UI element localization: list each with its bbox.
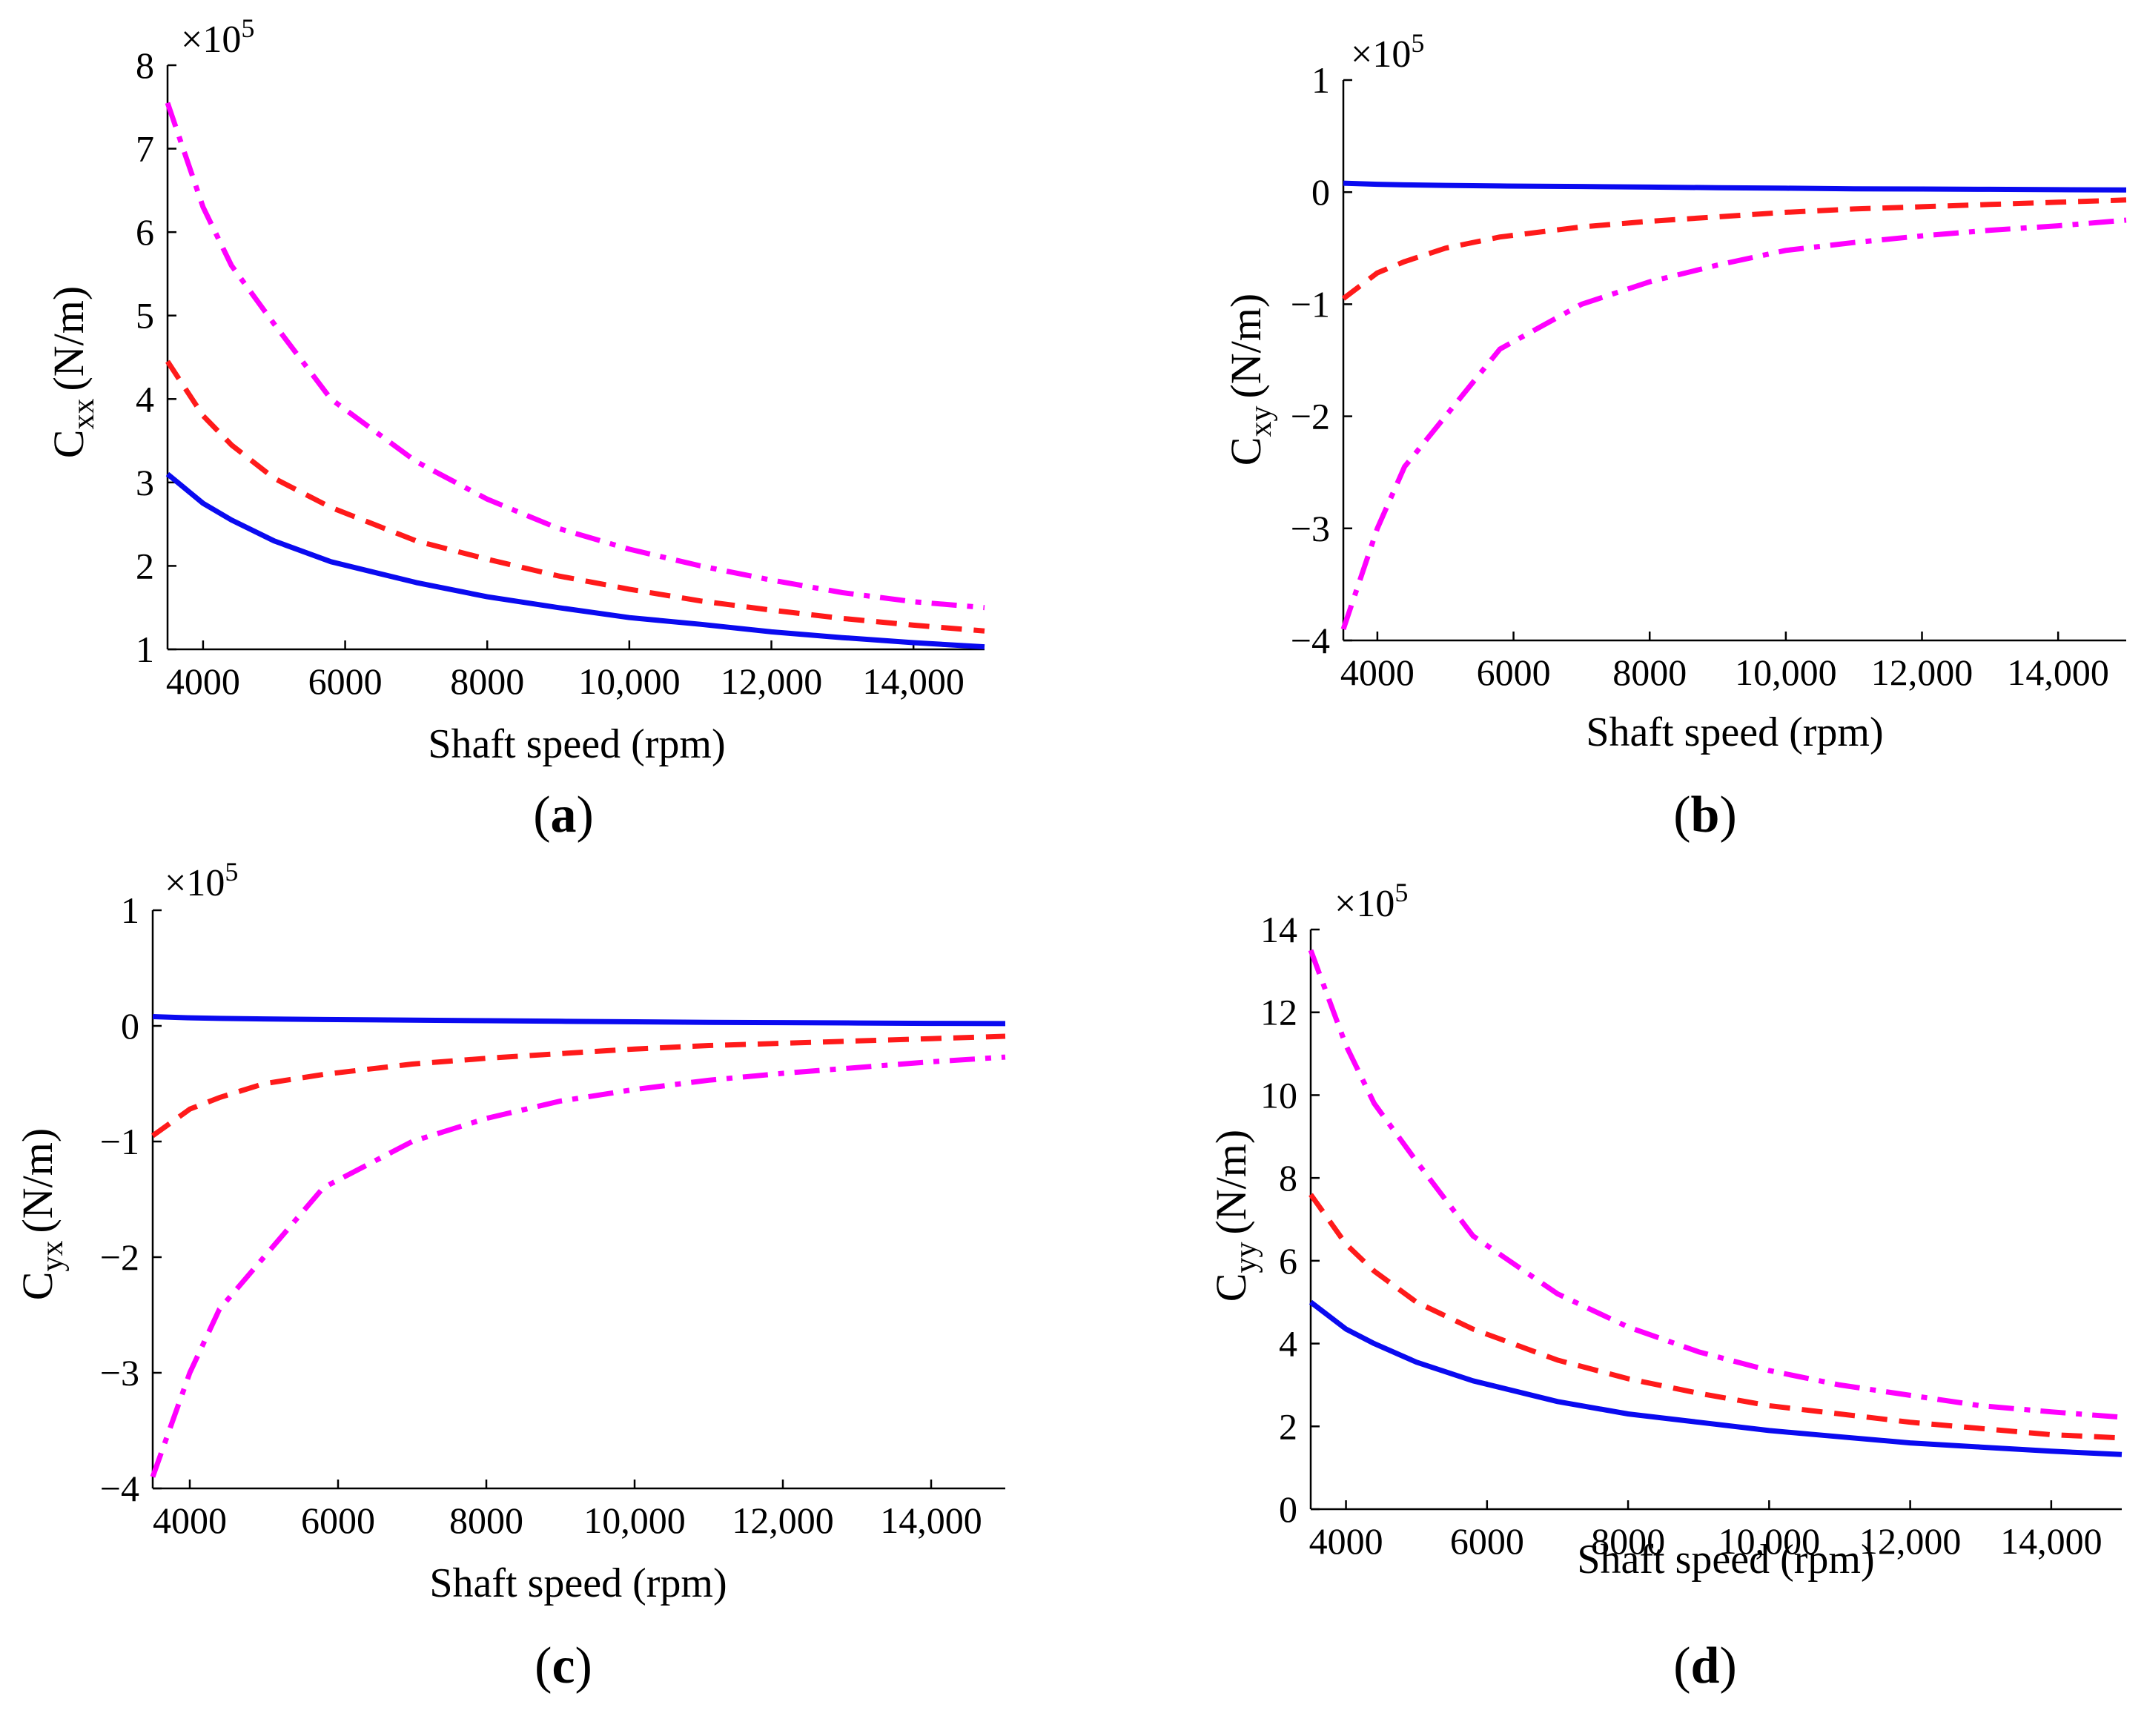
- x-tick-label-a: 6000: [308, 660, 383, 702]
- y-tick-label-c: −2: [100, 1236, 139, 1278]
- y-tick-label-d: 0: [1279, 1488, 1297, 1530]
- y-tick-label-c: 1: [121, 889, 139, 931]
- y-tick-label-b: 1: [1311, 59, 1330, 101]
- x-tick-label-a: 12,000: [721, 660, 823, 702]
- panel-b: −4 −3 −2 −1 0 1 4000 6000 8000 10,000 12,000 14,000…: [1222, 28, 2127, 844]
- y-tick-label-b: 0: [1311, 171, 1330, 213]
- y-tick-label-a: 1: [136, 629, 154, 670]
- y-axis-label-b: Cxy(N/m): [1222, 294, 1278, 466]
- y-axis-label-a: Cxx(N/m): [44, 286, 101, 458]
- x-tick-label-a: 8000: [450, 660, 524, 702]
- exponent-label-d: ×105: [1334, 878, 1408, 925]
- y-tick-label-b: −3: [1291, 508, 1330, 549]
- y-tick-label-a: 8: [136, 44, 154, 86]
- y-tick-label-b: −4: [1291, 620, 1330, 661]
- x-tick-label-d: 14,000: [2000, 1520, 2102, 1562]
- y-tick-label-d: 4: [1279, 1323, 1297, 1365]
- y-tick-label-d: 10: [1260, 1074, 1297, 1116]
- series-dashed-line-d: [1308, 1193, 2123, 1441]
- x-tick-label-b: 12,000: [1871, 652, 1973, 693]
- x-tick-label-b: 14,000: [2007, 652, 2109, 693]
- panel-label-d: (d): [1673, 1637, 1737, 1694]
- series-dashdot-line-b: [1340, 217, 2127, 631]
- plot-area-b: −4 −3 −2 −1 0 1 4000 6000 8000 10,000 12,000 14,000: [1291, 59, 2127, 693]
- x-axis-label-d: Shaft speed (rpm): [1577, 1537, 1874, 1583]
- y-tick-label-d: 2: [1279, 1405, 1297, 1447]
- y-axis-label-d: Cyy(N/m): [1207, 1130, 1263, 1302]
- plot-area-c: −4 −3 −2 −1 0 1 4000 6000 8000 10,000 12,000 14,000: [100, 889, 1006, 1541]
- x-tick-label-a: 4000: [166, 660, 240, 702]
- x-tick-label-d: 8000: [1591, 1520, 1665, 1562]
- series-dashed-line-c: [150, 1033, 1006, 1139]
- x-tick-label-b: 4000: [1340, 652, 1415, 693]
- series-dashdot-line-a: [165, 102, 985, 611]
- y-tick-label-b: −1: [1291, 283, 1330, 325]
- plot-area-d: 0 2 4 6 8 10 12 14 4000 6000 8000 10,000 12,000 14,00…: [1260, 909, 2123, 1562]
- y-tick-label-c: −4: [100, 1468, 139, 1509]
- x-axis-label-b: Shaft speed (rpm): [1586, 709, 1883, 755]
- series-dashed-line-b: [1341, 197, 2127, 301]
- y-tick-label-a: 4: [136, 378, 154, 420]
- panel-label-c: (c): [535, 1637, 592, 1694]
- y-tick-label-c: −3: [100, 1352, 139, 1394]
- series-solid-line-a: [165, 471, 985, 650]
- x-axis-label-a: Shaft speed (rpm): [428, 721, 725, 767]
- series-dashdot-line-c: [150, 1054, 1006, 1478]
- x-tick-label-d: 12,000: [1859, 1520, 1962, 1562]
- x-tick-label-d: 10,000: [1718, 1520, 1821, 1562]
- x-tick-label-c: 6000: [301, 1500, 375, 1541]
- series-dashdot-line-d: [1308, 949, 2123, 1420]
- panel-d: 0 2 4 6 8 10 12 14 4000 6000 8000 10,000 12,000 14,00…: [1207, 878, 2123, 1694]
- series-solid-line-d: [1308, 1299, 2123, 1457]
- y-tick-label-c: −1: [100, 1121, 139, 1162]
- x-tick-label-c: 12,000: [732, 1500, 834, 1541]
- y-tick-label-d: 14: [1260, 909, 1297, 950]
- panel-c: −4 −3 −2 −1 0 1 4000 6000 8000 10,000 12,000 14,000…: [13, 857, 1006, 1694]
- x-tick-label-b: 8000: [1612, 652, 1687, 693]
- x-tick-label-d: 6000: [1450, 1520, 1524, 1562]
- y-tick-label-a: 2: [136, 545, 154, 586]
- x-tick-label-c: 10,000: [583, 1500, 686, 1541]
- x-tick-label-c: 8000: [449, 1500, 523, 1541]
- series-solid-line-b: [1343, 180, 2127, 193]
- y-tick-label-c: 0: [121, 1005, 139, 1047]
- series-dashed-line-a: [165, 360, 985, 634]
- y-tick-label-a: 6: [136, 211, 154, 253]
- panel-label-a: (a): [533, 786, 594, 844]
- x-tick-label-b: 6000: [1477, 652, 1551, 693]
- y-tick-label-a: 5: [136, 295, 154, 337]
- y-axis-label-c: Cyx(N/m): [13, 1128, 70, 1300]
- x-tick-label-c: 14,000: [880, 1500, 982, 1541]
- y-tick-label-d: 12: [1260, 992, 1297, 1033]
- x-tick-label-c: 4000: [153, 1500, 227, 1541]
- exponent-label-a: ×105: [181, 13, 254, 61]
- y-tick-label-d: 6: [1279, 1240, 1297, 1282]
- x-tick-label-d: 4000: [1309, 1520, 1383, 1562]
- exponent-label-c: ×105: [165, 857, 238, 904]
- x-tick-label-a: 14,000: [862, 660, 965, 702]
- exponent-label-b: ×105: [1351, 28, 1424, 76]
- y-tick-label-b: −2: [1291, 396, 1330, 437]
- x-tick-label-a: 10,000: [578, 660, 681, 702]
- y-tick-label-d: 8: [1279, 1157, 1297, 1199]
- y-tick-label-a: 3: [136, 462, 154, 503]
- y-tick-label-a: 7: [136, 128, 154, 170]
- panel-a: 1 2 3 4 5 6 7 8 4000 6000 8000 10,000 12,000 14,000 ×…: [44, 13, 985, 844]
- x-axis-label-c: Shaft speed (rpm): [429, 1560, 727, 1606]
- plot-area-a: 1 2 3 4 5 6 7 8 4000 6000 8000 10,000 12,000 14,000: [136, 44, 985, 702]
- series-solid-line-c: [152, 1014, 1006, 1027]
- panel-label-b: (b): [1673, 786, 1737, 844]
- x-tick-label-b: 10,000: [1735, 652, 1837, 693]
